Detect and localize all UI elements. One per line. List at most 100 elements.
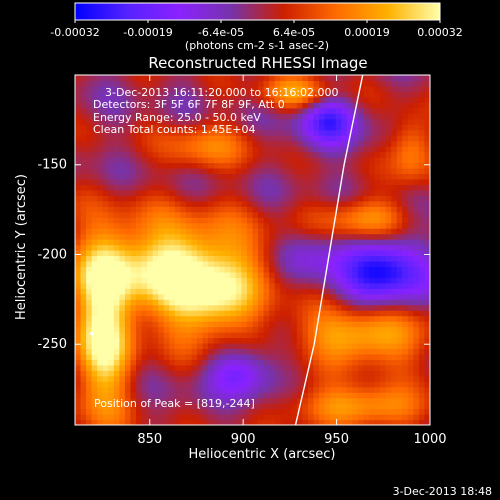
heatmap-cell: [424, 408, 430, 415]
heatmap-cell: [180, 381, 187, 388]
heatmap-cell: [352, 364, 359, 371]
heatmap-cell: [280, 255, 287, 262]
heatmap-cell: [291, 375, 298, 382]
heatmap-cell: [302, 233, 309, 240]
heatmap-cell: [307, 222, 315, 229]
heatmap-cell: [136, 178, 143, 185]
heatmap-cell: [180, 129, 187, 136]
heatmap-cell: [75, 146, 82, 153]
heatmap-cell: [368, 370, 376, 377]
heatmap-cell: [174, 129, 181, 136]
heatmap-cell: [147, 403, 154, 410]
heatmap-cell: [119, 118, 126, 125]
heatmap-cell: [102, 326, 109, 333]
heatmap-cell: [269, 337, 276, 344]
heatmap-cell: [213, 321, 220, 328]
heatmap-cell: [258, 282, 265, 289]
heatmap-cell: [363, 386, 370, 393]
heatmap-cell: [191, 255, 198, 262]
heatmap-cell: [86, 200, 93, 207]
heatmap-cell: [91, 282, 98, 289]
heatmap-cell: [241, 375, 248, 382]
heatmap-cell: [75, 255, 82, 262]
heatmap-cell: [202, 348, 209, 355]
heatmap-cell: [185, 206, 193, 213]
heatmap-cell: [263, 195, 270, 202]
heatmap-cell: [357, 260, 365, 268]
heatmap-cell: [402, 222, 409, 229]
heatmap-cell: [307, 80, 315, 87]
heatmap-cell: [119, 85, 126, 93]
heatmap-cell: [124, 359, 132, 366]
heatmap-cell: [352, 195, 359, 202]
heatmap-cell: [174, 255, 181, 262]
heatmap-cell: [246, 222, 254, 229]
heatmap-cell: [368, 239, 376, 246]
heatmap-cell: [108, 162, 115, 169]
heatmap-cell: [219, 135, 226, 142]
heatmap-cell: [380, 277, 387, 284]
heatmap-cell: [80, 255, 87, 262]
heatmap-cell: [185, 370, 193, 377]
heatmap-cell: [274, 217, 281, 224]
heatmap-cell: [424, 370, 430, 377]
heatmap-cell: [274, 189, 281, 196]
heatmap-cell: [252, 228, 259, 235]
heatmap-cell: [202, 244, 209, 251]
heatmap-cell: [313, 173, 320, 180]
heatmap-cell: [124, 140, 132, 147]
heatmap-cell: [269, 326, 276, 333]
heatmap-cell: [191, 381, 198, 388]
heatmap-cell: [374, 332, 381, 339]
heatmap-cell: [208, 353, 215, 360]
heatmap-cell: [269, 310, 276, 317]
heatmap-cell: [102, 288, 109, 295]
heatmap-cell: [130, 233, 137, 240]
heatmap-cell: [341, 96, 348, 103]
heatmap-cell: [402, 326, 409, 333]
heatmap-cell: [208, 326, 215, 333]
heatmap-cell: [97, 206, 104, 213]
heatmap-cell: [152, 184, 159, 191]
heatmap-cell: [313, 118, 320, 125]
heatmap-cell: [224, 397, 231, 404]
heatmap-cell: [319, 414, 326, 421]
heatmap-cell: [341, 124, 348, 131]
heatmap-cell: [380, 173, 387, 180]
heatmap-cell: [158, 353, 165, 360]
heatmap-cell: [407, 326, 414, 333]
heatmap-cell: [136, 173, 143, 180]
heatmap-cell: [380, 304, 387, 311]
heatmap-cell: [313, 337, 320, 344]
heatmap-cell: [302, 107, 309, 114]
heatmap-cell: [418, 217, 426, 224]
heatmap-cell: [174, 315, 181, 322]
heatmap-cell: [352, 315, 359, 322]
heatmap-cell: [91, 80, 98, 87]
heatmap-cell: [141, 419, 148, 425]
heatmap-cell: [208, 146, 215, 153]
heatmap-cell: [341, 255, 348, 262]
heatmap-cell: [241, 414, 248, 421]
heatmap-cell: [86, 211, 93, 218]
heatmap-cell: [341, 217, 348, 224]
heatmap-cell: [185, 157, 193, 164]
heatmap-cell: [324, 113, 331, 120]
heatmap-cell: [330, 326, 337, 333]
heatmap-cell: [130, 189, 137, 196]
heatmap-cell: [174, 239, 181, 246]
heatmap-cell: [108, 107, 115, 114]
heatmap-cell: [224, 282, 231, 289]
heatmap-cell: [258, 299, 265, 306]
heatmap-cell: [75, 326, 82, 333]
heatmap-cell: [274, 337, 281, 344]
heatmap-cell: [296, 107, 304, 114]
heatmap-cell: [169, 321, 176, 328]
heatmap-cell: [302, 200, 309, 207]
heatmap-cell: [352, 266, 359, 273]
heatmap-cell: [374, 342, 381, 350]
heatmap-cell: [108, 75, 115, 82]
heatmap-cell: [163, 375, 170, 382]
heatmap-cell: [202, 282, 209, 289]
heatmap-cell: [418, 107, 426, 114]
